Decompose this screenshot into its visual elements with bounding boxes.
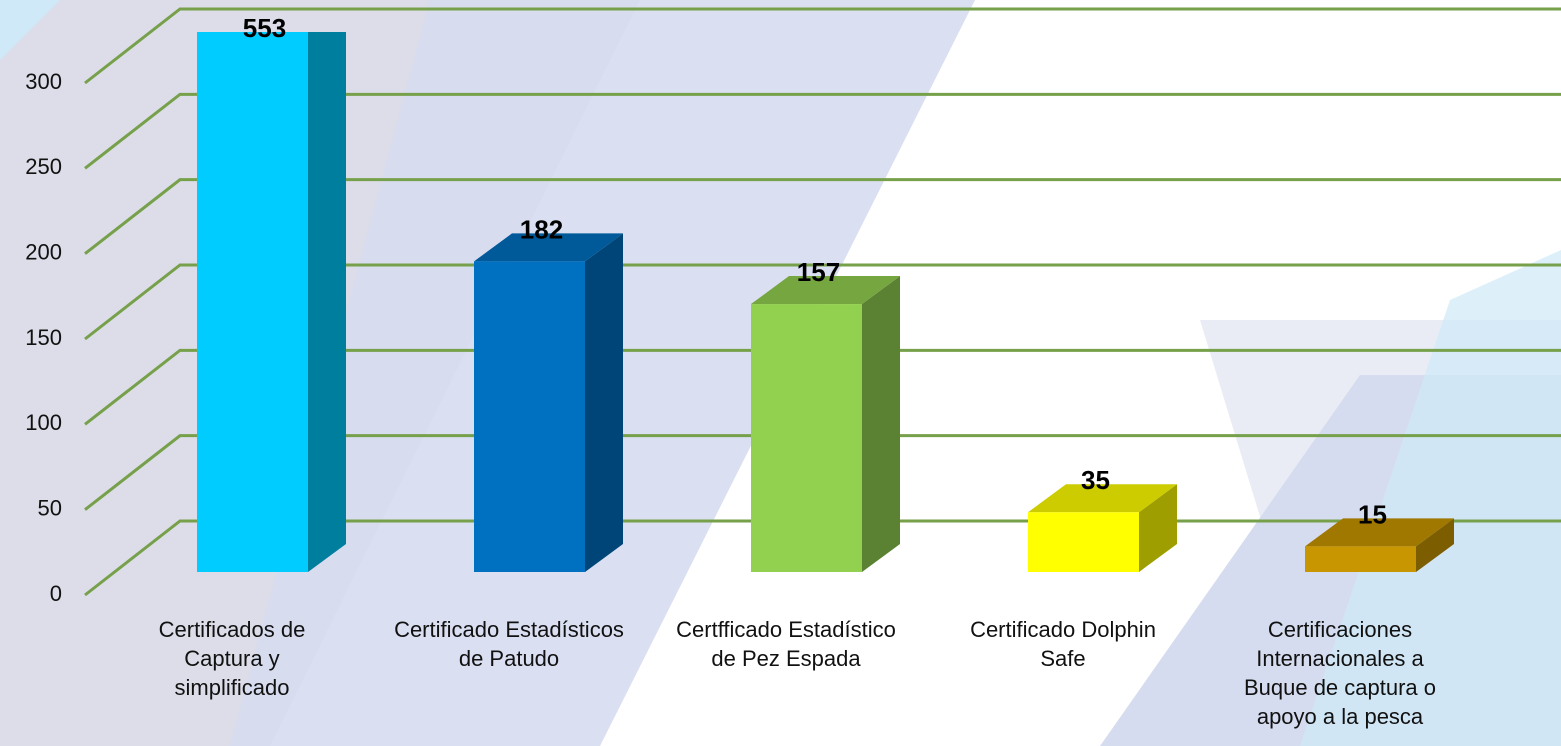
bar-top — [474, 233, 623, 262]
bar — [474, 261, 585, 572]
grid — [84, 7, 1561, 597]
grid-line — [84, 92, 1561, 170]
bar-side — [862, 276, 900, 572]
x-tick-label: Certfficado Estadístico de Pez Espada — [676, 617, 896, 671]
y-tick-label: 300 — [25, 69, 62, 94]
bar — [1028, 512, 1139, 572]
data-label: 157 — [797, 257, 840, 287]
grid-line — [84, 348, 1561, 426]
data-label: 35 — [1081, 465, 1110, 495]
y-tick-label: 150 — [25, 325, 62, 350]
grid-line — [84, 263, 1561, 341]
data-label: 182 — [520, 214, 563, 244]
x-tick-label: Certificado Estadísticos de Patudo — [394, 617, 624, 671]
y-tick-label: 250 — [25, 154, 62, 179]
y-tick-label: 0 — [50, 581, 62, 606]
y-tick-label: 50 — [38, 495, 62, 520]
bar-side — [308, 32, 346, 572]
labels: 0 50 100 150 200 250 300 553 182 157 35 15 — [25, 13, 1387, 606]
bar-side — [1416, 518, 1454, 572]
y-tick-label: 200 — [25, 239, 62, 264]
bar — [1305, 546, 1416, 572]
bar-side — [585, 233, 623, 573]
data-label: 15 — [1358, 499, 1387, 529]
x-tick-label: Certificados de Captura y simplificado — [158, 617, 306, 700]
bar-top — [1028, 484, 1177, 513]
grid-line — [84, 7, 1561, 85]
bar — [751, 304, 862, 572]
grid-line — [84, 434, 1561, 511]
bar-side — [1139, 484, 1177, 572]
grid-line — [84, 178, 1561, 255]
y-tick-label: 100 — [25, 410, 62, 435]
bars — [197, 32, 1454, 573]
bar-top — [751, 276, 900, 305]
bar-top — [1305, 518, 1454, 547]
bar — [197, 32, 308, 572]
x-tick-label: Certificaciones Internacionales a Buque … — [1243, 617, 1437, 729]
data-label: 553 — [243, 13, 286, 43]
x-tick-label: Certificado Dolphin Safe — [970, 617, 1156, 671]
